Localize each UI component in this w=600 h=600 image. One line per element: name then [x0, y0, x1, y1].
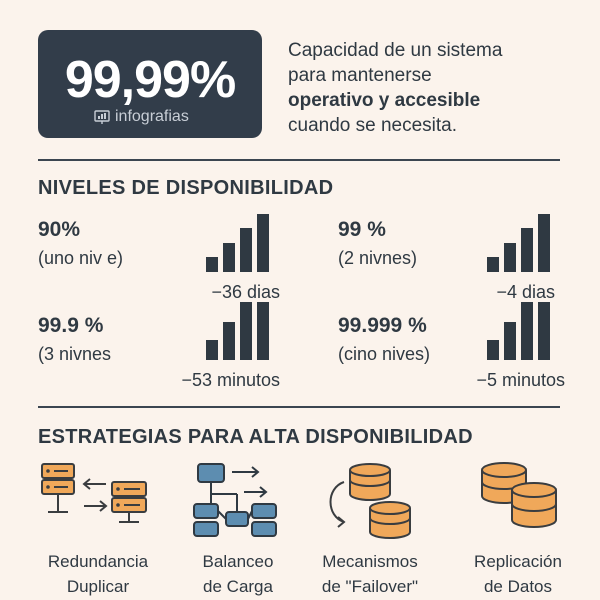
level-downtime: −36 dias — [211, 282, 280, 302]
signal-bar — [206, 340, 218, 360]
signal-bar — [223, 243, 235, 272]
level-downtime: −53 minutos — [181, 370, 280, 390]
signal-bar — [257, 302, 269, 360]
signal-bars — [487, 214, 550, 272]
strategy-label: Mecanismos de "Failover" — [300, 549, 440, 599]
strategy-label-line: de Carga — [203, 577, 273, 596]
level-item: 99.9 % (3 nivnes — [38, 314, 111, 365]
signal-bar — [504, 322, 516, 360]
level-label: (3 nivnes — [38, 344, 112, 364]
signal-bars — [206, 302, 269, 360]
strategy-label-line: Redundancia — [47, 552, 149, 571]
level-label: (2 nivnes) — [338, 248, 418, 268]
level-label: (uno niv e) — [38, 248, 124, 268]
strategy-label-line: Duplicar — [66, 577, 130, 596]
strategy-label-line: Mecanismos — [322, 552, 418, 571]
level-percent: 99.9 % — [38, 314, 104, 337]
strategy-label-line: de "Failover" — [321, 577, 419, 596]
presentation-icon — [94, 110, 110, 124]
strategy-label: Replicación de Datos — [448, 549, 588, 599]
signal-bar — [240, 228, 252, 272]
strategy-label: Redundancia Duplicar — [28, 549, 168, 599]
signal-bar — [240, 302, 252, 360]
signal-bar — [223, 322, 235, 360]
signal-bars — [206, 214, 269, 272]
replication-databases-icon — [481, 462, 557, 528]
strategy-label-line: Balanceo — [202, 552, 274, 571]
level-percent: 99 % — [338, 218, 386, 241]
description-line: cuando se necesita. — [288, 115, 458, 136]
signal-bar — [504, 243, 516, 272]
signal-bar — [521, 302, 533, 360]
level-label: (cino nives) — [338, 344, 431, 364]
signal-bar — [487, 340, 499, 360]
level-item: 99 % (2 nivnes) — [338, 218, 417, 269]
divider — [38, 406, 560, 408]
divider — [38, 159, 560, 161]
description-line: para mantenerse — [288, 65, 432, 86]
level-downtime: −5 minutos — [476, 370, 565, 390]
availability-value: 99,99% — [64, 51, 236, 109]
strategy-label: Balanceo de Carga — [168, 549, 308, 599]
signal-bar — [206, 257, 218, 272]
signal-bar — [521, 228, 533, 272]
brand-text: infografias — [115, 108, 189, 125]
strategies-section-title: ESTRATEGIAS PARA ALTA DISPONIBILIDAD — [38, 426, 473, 448]
strategy-label-line: Replicación — [474, 552, 562, 571]
signal-bar — [538, 302, 550, 360]
availability-description: Capacidad de un sistema para mantenerse … — [288, 38, 558, 138]
signal-bars — [487, 302, 550, 360]
description-line-emphasis: operativo y accesible — [288, 90, 481, 111]
level-percent: 99.999 % — [338, 314, 427, 337]
load-balancer-icon — [193, 463, 277, 537]
failover-databases-icon — [329, 463, 411, 539]
level-downtime: −4 dias — [496, 282, 555, 302]
brand-watermark: infografias — [94, 108, 189, 126]
signal-bar — [257, 214, 269, 272]
level-item: 90% (uno niv e) — [38, 218, 123, 269]
cropped-heading-fragment — [38, 0, 158, 2]
level-percent: 90% — [38, 218, 81, 241]
signal-bar — [538, 214, 550, 272]
signal-bar — [487, 257, 499, 272]
level-item: 99.999 % (cino nives) — [338, 314, 430, 365]
description-line: Capacidad de un sistema — [288, 40, 503, 61]
strategy-label-line: de Datos — [483, 577, 553, 596]
levels-section-title: NIVELES DE DISPONIBILIDAD — [38, 177, 334, 199]
availability-hero-card: 99,99% infografias — [38, 30, 262, 138]
redundancy-servers-icon — [41, 463, 147, 523]
